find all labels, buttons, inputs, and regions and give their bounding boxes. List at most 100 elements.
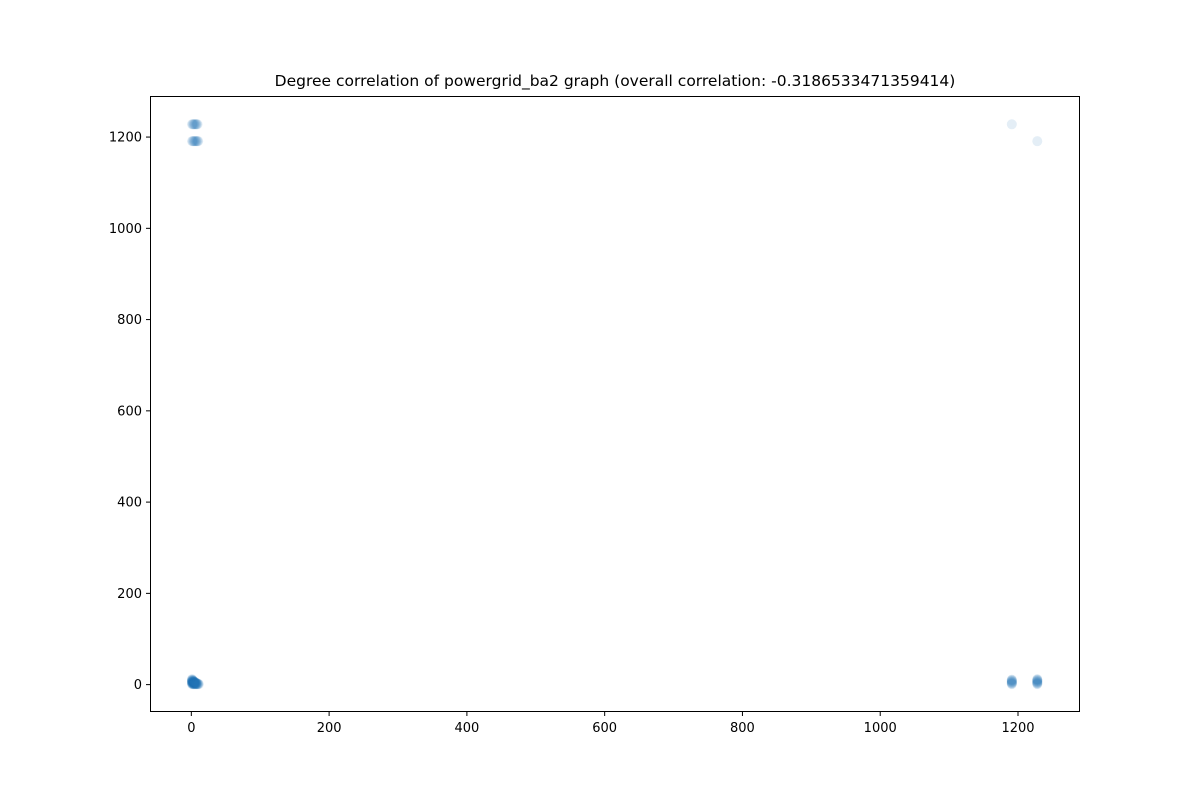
data-point [188,675,199,686]
data-point [190,677,201,688]
data-point [192,678,203,689]
data-point [189,678,200,689]
data-point [187,136,198,147]
data-point [187,675,198,686]
data-point [187,679,198,690]
data-point [1032,675,1043,686]
y-tick-label: 800 [117,313,142,328]
data-point [187,677,198,688]
x-tick-label: 600 [592,721,617,736]
chart-title: Degree correlation of powergrid_ba2 grap… [274,72,956,90]
data-point [187,677,198,688]
y-tick-label: 400 [117,496,142,511]
data-point [188,679,199,690]
data-point [187,119,198,130]
data-point [193,679,204,690]
data-point [190,677,201,688]
y-tick-label: 1200 [109,131,142,146]
data-point [189,678,200,689]
data-point [191,678,202,689]
data-point [187,678,198,689]
data-point [191,678,202,689]
data-point [1032,674,1043,685]
y-tick-label: 200 [117,587,142,602]
data-point [1006,119,1017,130]
data-point [193,678,204,689]
data-point [1006,676,1017,687]
data-point [1032,674,1043,685]
y-tick-label: 1000 [109,222,142,237]
data-point [189,119,200,130]
data-point [188,678,199,689]
data-point [190,678,201,689]
x-axis: 0 200 400 600 800 1000 1200 [187,712,1035,736]
data-point [1006,679,1017,690]
y-tick-label: 0 [134,678,142,693]
data-point [1006,678,1017,689]
y-tick-label: 600 [117,404,142,419]
data-point [188,677,199,688]
data-point [187,675,198,686]
data-point [1006,677,1017,688]
x-tick-label: 1200 [1001,721,1034,736]
data-point [1006,675,1017,686]
data-point [1032,678,1043,689]
data-point [190,119,201,130]
data-point [1032,676,1043,687]
data-point [187,675,198,686]
data-point [191,136,202,147]
data-point [189,676,200,687]
x-tick-label: 200 [317,721,342,736]
data-point [187,676,198,687]
data-point [189,679,200,690]
data-point [192,136,203,147]
data-point [187,136,198,147]
data-point [189,119,200,130]
data-point [187,677,198,688]
data-point [188,119,199,130]
data-point [187,675,198,686]
points-layer [187,119,1043,690]
data-point [1006,677,1017,688]
data-point [189,677,200,688]
data-point [190,678,201,689]
data-point [189,678,200,689]
data-point [191,679,202,690]
data-point [1006,676,1017,687]
data-point [187,676,198,687]
data-point [191,136,202,147]
data-point [188,677,199,688]
data-point [189,136,200,147]
data-point [1032,677,1043,688]
data-point [192,679,203,690]
data-point [188,676,199,687]
data-point [187,119,198,130]
data-point [189,678,200,689]
data-point [191,678,202,689]
data-point [188,676,199,687]
data-point [192,119,203,130]
data-point [191,119,202,130]
data-point [1032,675,1043,686]
data-point [191,119,202,130]
data-point [189,677,200,688]
y-axis: 0 200 400 600 800 1000 1200 [109,131,150,693]
data-point [189,677,200,688]
plot-frame [150,96,1080,712]
data-point [189,676,200,687]
x-tick-label: 400 [454,721,479,736]
data-point [1032,677,1043,688]
data-point [187,679,198,690]
data-point [1032,679,1043,690]
data-point [1032,678,1043,689]
data-point [187,676,198,687]
data-point [188,678,199,689]
data-point [1006,678,1017,689]
data-point [187,678,198,689]
data-point [189,677,200,688]
data-point [191,678,202,689]
data-point [1032,675,1043,686]
data-point [187,675,198,686]
